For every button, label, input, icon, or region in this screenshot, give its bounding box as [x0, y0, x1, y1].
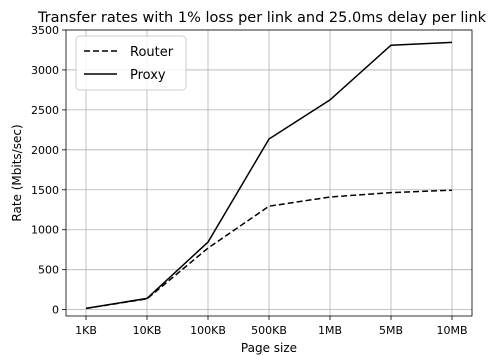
y-tick-label: 0 — [52, 304, 59, 317]
x-tick-label: 1KB — [75, 324, 97, 337]
x-tick-label: 500KB — [251, 324, 287, 337]
x-tick-label: 1MB — [318, 324, 342, 337]
x-tick-label: 10KB — [133, 324, 162, 337]
y-axis-label: Rate (Mbits/sec) — [10, 124, 24, 221]
y-tick-label: 3500 — [31, 24, 59, 37]
grid — [66, 29, 472, 316]
x-tick-label: 100KB — [190, 324, 226, 337]
y-tick-label: 2500 — [31, 104, 59, 117]
y-tick-label: 3000 — [31, 64, 59, 77]
y-tick-label: 500 — [38, 264, 59, 277]
legend-box — [75, 35, 187, 91]
legend-label-proxy: Proxy — [130, 68, 166, 83]
chart-title: Transfer rates with 1% loss per link and… — [37, 10, 487, 26]
y-tick-label: 1000 — [31, 224, 59, 237]
x-tick-label: 5MB — [379, 324, 403, 337]
series-lines — [85, 41, 453, 310]
series-line-proxy — [85, 41, 453, 310]
legend-label-router: Router — [130, 45, 174, 60]
legend: Router Proxy — [75, 35, 187, 91]
x-axis-label: Page size — [241, 341, 297, 355]
y-tick-label: 1500 — [31, 184, 59, 197]
y-tick-label: 2000 — [31, 144, 59, 157]
x-tick-label: 10MB — [436, 324, 467, 337]
series-line-router — [85, 189, 453, 310]
axis-ticks: 1KB 10KB 100KB 500KB 1MB 5MB 10MB 0 500 1000 1500 2… — [31, 24, 468, 337]
